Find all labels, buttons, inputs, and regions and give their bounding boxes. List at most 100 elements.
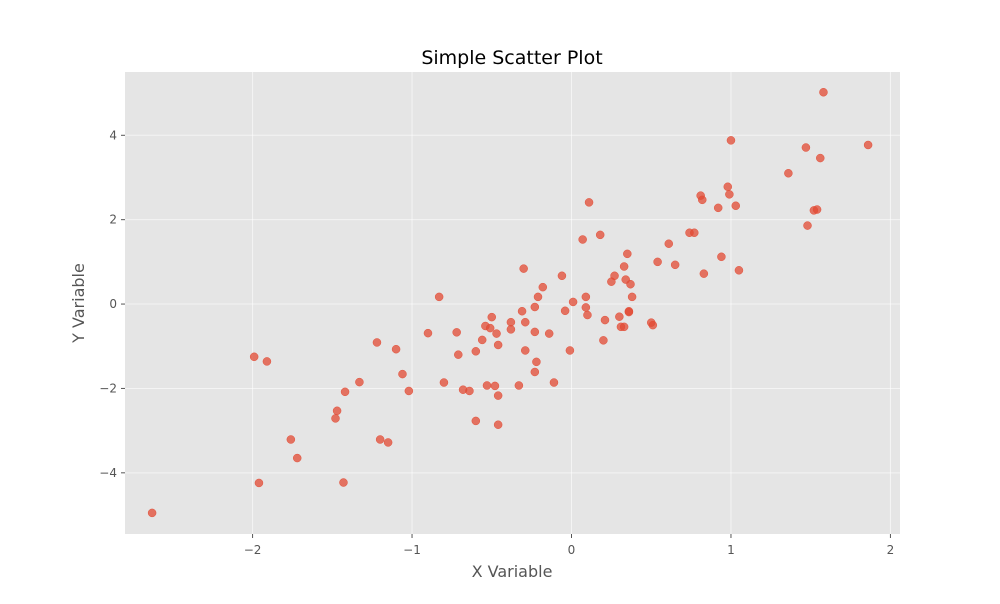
scatter-point: [610, 271, 619, 281]
scatter-point: [581, 292, 591, 302]
scatter-point: [664, 239, 674, 248]
scatter-point: [653, 257, 662, 267]
x-tick-label: −2: [244, 543, 262, 557]
scatter-point: [487, 312, 497, 322]
scatter-point: [626, 279, 635, 289]
scatter-point: [471, 416, 481, 426]
scatter-point: [292, 453, 302, 463]
scatter-point: [595, 230, 605, 240]
scatter-point: [699, 269, 709, 278]
scatter-point: [538, 282, 548, 292]
scatter-point: [517, 306, 527, 316]
scatter-point: [331, 414, 340, 423]
scatter-point: [812, 205, 822, 214]
scatter-point: [619, 262, 629, 271]
x-tick-label: −1: [403, 543, 421, 557]
scatter-point: [549, 378, 559, 387]
scatter-point: [530, 302, 540, 312]
scatter-point: [521, 346, 530, 355]
scatter-point: [506, 317, 516, 327]
y-axis-label: Y Variable: [69, 263, 88, 344]
scatter-point: [717, 252, 726, 262]
scatter-point: [863, 140, 873, 150]
x-tick-label: 1: [727, 543, 735, 557]
scatter-point: [332, 406, 342, 416]
y-tick-label: 4: [109, 128, 117, 142]
scatter-point: [819, 88, 828, 97]
scatter-point: [372, 338, 382, 347]
scatter-point: [286, 435, 296, 444]
scatter-point: [816, 153, 825, 163]
plot-area: [125, 72, 900, 534]
scatter-point: [530, 367, 540, 377]
scatter-point: [493, 391, 503, 400]
data-points: [147, 88, 873, 518]
scatter-point: [623, 249, 632, 259]
y-tick-label: −2: [99, 381, 117, 395]
y-tick-label: −4: [99, 466, 117, 480]
scatter-point: [619, 322, 629, 332]
x-tick-label: 0: [568, 543, 576, 557]
scatter-point: [493, 420, 503, 429]
scatter-point: [391, 344, 401, 354]
scatter-point: [262, 357, 272, 366]
scatter-point: [398, 369, 407, 379]
scatter-point: [339, 478, 348, 487]
x-axis-label: X Variable: [472, 562, 553, 581]
scatter-point: [521, 317, 530, 327]
scatter-point: [560, 306, 570, 316]
scatter-point: [801, 143, 811, 152]
scatter-point: [557, 271, 567, 281]
y-tick-label: 0: [109, 297, 117, 311]
scatter-point: [803, 221, 812, 230]
scatter-point: [713, 203, 723, 213]
scatter-point: [533, 292, 543, 302]
scatter-point: [492, 329, 501, 338]
scatter-point: [471, 347, 481, 356]
scatter-point: [723, 182, 733, 192]
scatter-point: [615, 312, 624, 321]
scatter-point: [439, 378, 449, 387]
scatter-point: [624, 306, 634, 316]
scatter-point: [454, 350, 463, 359]
scatter-point: [731, 201, 741, 210]
scatter-point: [734, 266, 744, 275]
scatter-point: [544, 329, 554, 338]
scatter-point: [249, 352, 259, 362]
scatter-point: [477, 335, 487, 345]
scatter-point: [452, 328, 461, 337]
y-axis: −4 −2 0 2 4: [99, 128, 125, 480]
scatter-point: [568, 297, 578, 307]
scatter-point: [600, 315, 610, 325]
scatter-point: [581, 303, 591, 312]
x-tick-label: 2: [887, 543, 895, 557]
scatter-point: [726, 136, 736, 145]
scatter-point: [465, 386, 474, 396]
scatter-point: [578, 235, 587, 244]
scatter-point: [670, 260, 680, 270]
scatter-point: [648, 320, 658, 330]
y-tick-label: 2: [109, 213, 117, 227]
scatter-point: [355, 377, 364, 387]
scatter-point: [423, 328, 433, 338]
x-axis: −2 −1 0 1 2: [244, 534, 895, 557]
scatter-point: [584, 198, 594, 207]
scatter-point: [698, 195, 707, 205]
scatter-point: [514, 381, 524, 390]
scatter-point: [583, 310, 592, 320]
scatter-point: [340, 387, 350, 397]
scatter-point: [725, 190, 734, 199]
scatter-point: [490, 381, 500, 391]
scatter-point: [532, 357, 541, 367]
chart-title: Simple Scatter Plot: [421, 47, 602, 69]
scatter-point: [493, 340, 503, 350]
scatter-point: [565, 346, 575, 355]
scatter-point: [519, 264, 528, 273]
scatter-point: [482, 381, 492, 390]
scatter-point: [254, 478, 264, 488]
scatter-point: [404, 386, 414, 396]
scatter-point: [506, 325, 516, 334]
scatter-point: [530, 327, 540, 337]
scatter-point: [599, 336, 608, 345]
